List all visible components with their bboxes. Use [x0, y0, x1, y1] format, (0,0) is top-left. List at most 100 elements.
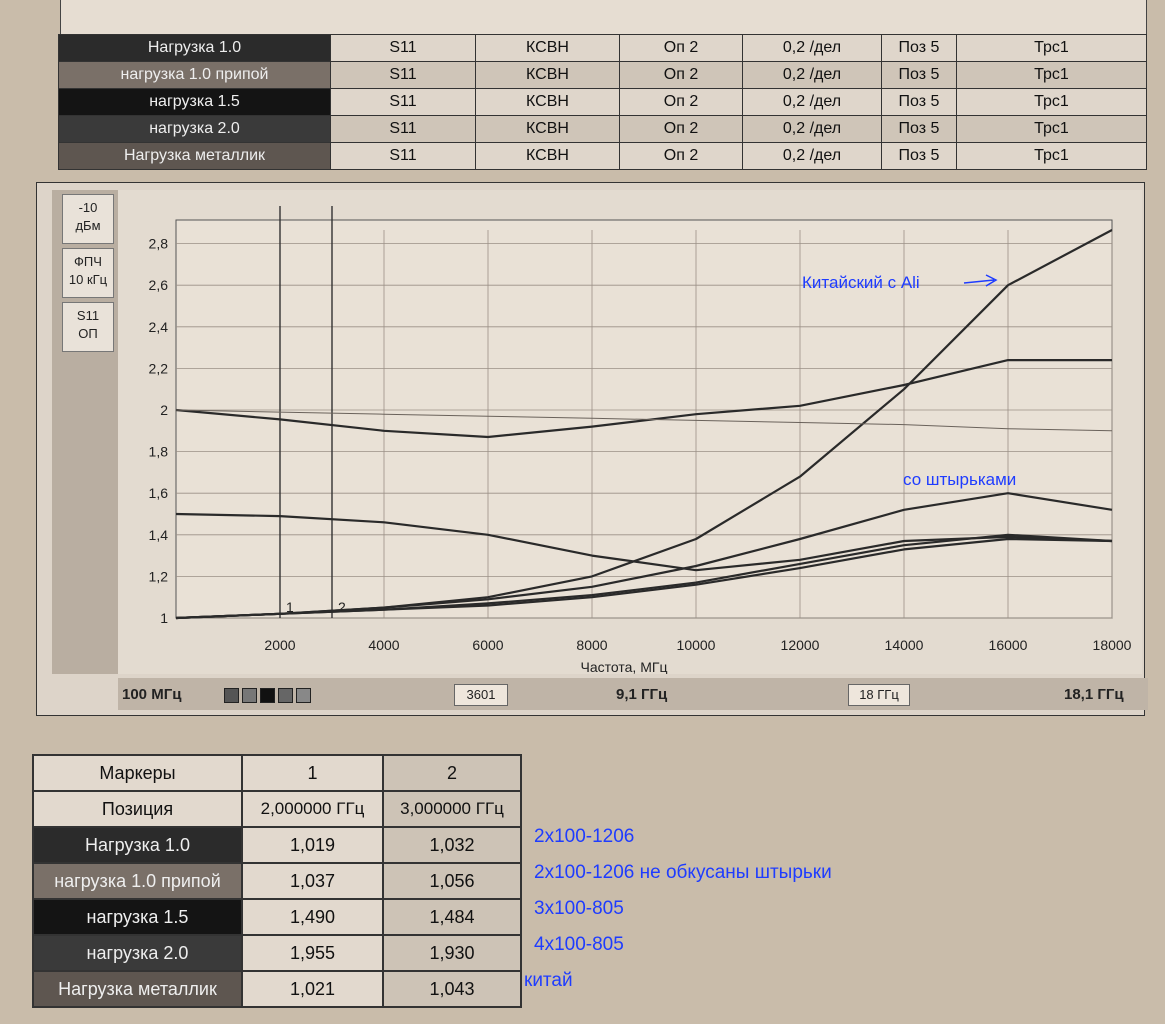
trace-param-cell: S11 — [330, 34, 476, 62]
marker-2-value: 1,032 — [382, 826, 522, 864]
span-frequency[interactable]: 18 ГГц — [848, 684, 910, 706]
trace-name-cell: нагрузка 1.0 припой — [58, 61, 331, 89]
trace-settings-row: нагрузка 2.0 S11 КСВН Оп 2 0,2 /дел Поз 5 Трс1 — [58, 115, 1147, 143]
trace-name-cell: нагрузка 2.0 — [58, 115, 331, 143]
marker-row-name: нагрузка 1.5 — [32, 898, 243, 936]
series-line — [175, 537, 1113, 620]
marker-2-value: 1,043 — [382, 970, 522, 1008]
stop-frequency: 18,1 ГГц — [1064, 686, 1124, 703]
marker-2-value: 1,056 — [382, 862, 522, 900]
marker-1-value: 1,021 — [241, 970, 384, 1008]
x-tick-label: 16000 — [989, 637, 1028, 653]
measurement-param-label: S11 — [76, 308, 100, 323]
trace-scale-cell: 0,2 /дел — [742, 34, 882, 62]
points-count[interactable]: 3601 — [454, 684, 508, 706]
marker-1-value: 1,037 — [241, 862, 384, 900]
status-bar: 100 МГц 3601 9,1 ГГц 18 ГГц 18,1 ГГц — [118, 678, 1148, 710]
marker-row: нагрузка 1.5 1,490 1,484 — [32, 898, 522, 936]
trace-scale-cell: 0,2 /дел — [742, 115, 882, 143]
y-tick-label: 2 — [160, 402, 168, 418]
trace-trace-cell: Трс1 — [956, 88, 1147, 116]
start-frequency: 100 МГц — [122, 686, 182, 703]
status-square-icon — [278, 688, 293, 703]
trace-settings-row: Нагрузка 1.0 S11 КСВН Оп 2 0,2 /дел Поз 5 Трс1 — [58, 34, 1147, 62]
x-tick-label: 2000 — [264, 637, 295, 653]
marker-row: Нагрузка металлик 1,021 1,043 — [32, 970, 522, 1008]
measurement-param-sub: ОП — [78, 326, 98, 341]
load-note: китай — [524, 970, 573, 991]
marker-row: Нагрузка 1.0 1,019 1,032 — [32, 826, 522, 864]
load-note: 3x100-805 — [534, 898, 624, 919]
trace-pos-cell: Поз 5 — [881, 88, 957, 116]
measurement-param-box[interactable]: S11 ОП — [62, 302, 114, 352]
status-square-icon — [260, 688, 275, 703]
trace-fmt-cell: КСВН — [475, 115, 620, 143]
reference-level-box[interactable]: -10 дБм — [62, 194, 114, 244]
reference-level-unit: дБм — [75, 218, 101, 233]
series-line — [175, 409, 1113, 432]
trace-param-cell: S11 — [330, 61, 476, 89]
marker-header-2: 2 — [382, 754, 522, 792]
y-tick-label: 1 — [160, 610, 168, 626]
marker-2-value: 1,484 — [382, 898, 522, 936]
trace-fmt-cell: КСВН — [475, 142, 620, 170]
trace-scale-cell: 0,2 /дел — [742, 142, 882, 170]
marker-row-name: Нагрузка 1.0 — [32, 826, 243, 864]
load-note: 2x100-1206 — [534, 826, 635, 847]
trace-pos-cell: Поз 5 — [881, 142, 957, 170]
x-tick-label: 8000 — [576, 637, 607, 653]
trace-name-cell: Нагрузка металлик — [58, 142, 331, 170]
series-line — [175, 512, 1113, 572]
x-axis-label: Частота, МГц — [581, 659, 668, 674]
y-tick-label: 1,2 — [149, 568, 169, 584]
x-tick-label: 10000 — [677, 637, 716, 653]
trace-trace-cell: Трс1 — [956, 34, 1147, 62]
trace-scale-cell: 0,2 /дел — [742, 61, 882, 89]
marker-label: 2 — [338, 599, 346, 615]
vswr-chart: 1 1,2 1,4 1,6 1,8 2 2,2 2,4 2,6 2,8 2000 4000 6000 80… — [149, 206, 1132, 674]
trace-ref-cell: Оп 2 — [619, 142, 743, 170]
trace-settings-row: Нагрузка металлик S11 КСВН Оп 2 0,2 /дел Поз … — [58, 142, 1147, 170]
side-panel: -10 дБм ФПЧ 10 кГц S11 ОП — [52, 190, 118, 674]
status-square-icon — [242, 688, 257, 703]
trace-pos-cell: Поз 5 — [881, 115, 957, 143]
trace-settings-row: нагрузка 1.5 S11 КСВН Оп 2 0,2 /дел Поз 5 Трс1 — [58, 88, 1147, 116]
annotation-pins: со штырьками — [903, 470, 1016, 489]
trace-trace-cell: Трс1 — [956, 142, 1147, 170]
marker-position-1: 2,000000 ГГц — [241, 790, 384, 828]
trace-name-cell: Нагрузка 1.0 — [58, 34, 331, 62]
trace-ref-cell: Оп 2 — [619, 115, 743, 143]
marker-1-value: 1,490 — [241, 898, 384, 936]
status-square-icon — [224, 688, 239, 703]
marker-position-2: 3,000000 ГГц — [382, 790, 522, 828]
trace-fmt-cell: КСВН — [475, 88, 620, 116]
load-note: 4x100-805 — [534, 934, 624, 955]
y-tick-label: 2,8 — [149, 236, 169, 252]
marker-2-value: 1,930 — [382, 934, 522, 972]
trace-param-cell: S11 — [330, 88, 476, 116]
trace-ref-cell: Оп 2 — [619, 88, 743, 116]
marker-table: Маркеры 1 2 Позиция 2,000000 ГГц 3,00000… — [32, 754, 522, 1008]
trace-param-cell: S11 — [330, 115, 476, 143]
trace-fmt-cell: КСВН — [475, 34, 620, 62]
load-note: 2x100-1206 не обкусаны штырьки — [534, 862, 832, 883]
y-tick-label: 2,2 — [149, 360, 169, 376]
y-tick-label: 1,8 — [149, 444, 169, 460]
plot-area: 1 1,2 1,4 1,6 1,8 2 2,2 2,4 2,6 2,8 2000 4000 6000 80… — [118, 190, 1142, 674]
y-tick-label: 2,4 — [149, 319, 169, 335]
trace-ref-cell: Оп 2 — [619, 34, 743, 62]
marker-label: 1 — [286, 599, 294, 615]
trace-trace-cell: Трс1 — [956, 115, 1147, 143]
trace-param-cell: S11 — [330, 142, 476, 170]
trace-scale-cell: 0,2 /дел — [742, 88, 882, 116]
trace-pos-cell: Поз 5 — [881, 34, 957, 62]
marker-1-value: 1,019 — [241, 826, 384, 864]
marker-header-1: 1 — [241, 754, 384, 792]
if-bandwidth-box[interactable]: ФПЧ 10 кГц — [62, 248, 114, 298]
trace-ref-cell: Оп 2 — [619, 61, 743, 89]
trace-trace-cell: Трс1 — [956, 61, 1147, 89]
annotation-arrow-icon — [963, 274, 998, 287]
trace-fmt-cell: КСВН — [475, 61, 620, 89]
marker-row-name: Нагрузка металлик — [32, 970, 243, 1008]
marker-row: нагрузка 2.0 1,955 1,930 — [32, 934, 522, 972]
